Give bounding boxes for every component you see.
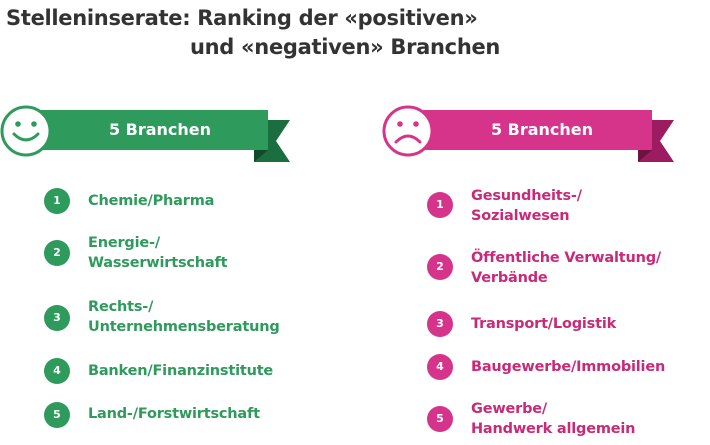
list-item-label: Transport/Logistik bbox=[471, 316, 617, 332]
list-item-label: Banken/Finanzinstitute bbox=[88, 363, 274, 379]
rank-badge: 5 bbox=[44, 402, 70, 428]
list-item-label: Energie-/ Wasserwirtschaft bbox=[88, 235, 228, 271]
rank-badge: 4 bbox=[44, 358, 70, 384]
negative-ribbon: 5 Branchen bbox=[380, 104, 676, 162]
list-item-label: Land-/Forstwirtschaft bbox=[88, 406, 260, 422]
smiley-happy-icon bbox=[12, 121, 40, 142]
negative-ribbon-label: 5 Branchen bbox=[490, 120, 594, 139]
list-item-label: Baugewerbe/Immobilien bbox=[471, 359, 666, 375]
list-item-label: Rechts-/ Unternehmensberatung bbox=[88, 299, 280, 335]
positive-ribbon: 5 Branchen bbox=[0, 104, 292, 162]
list-item-label: Gewerbe/ Handwerk allgemein bbox=[471, 401, 636, 437]
rank-badge: 4 bbox=[427, 354, 453, 380]
page-title: Stelleninserate: Ranking der «positiven»… bbox=[6, 4, 526, 62]
rank-badge: 2 bbox=[44, 240, 70, 266]
title-line-1: Stelleninserate: Ranking der «positiven» bbox=[6, 6, 478, 30]
positive-ribbon-label: 5 Branchen bbox=[108, 120, 212, 139]
rank-badge: 3 bbox=[44, 305, 70, 331]
list-item-label: Öffentliche Verwaltung/ Verbände bbox=[471, 250, 661, 286]
rank-badge: 2 bbox=[427, 254, 453, 280]
rank-badge: 1 bbox=[427, 192, 453, 218]
rank-badge: 3 bbox=[427, 311, 453, 337]
title-line-2: und «negativen» Branchen bbox=[190, 35, 501, 59]
rank-badge: 5 bbox=[427, 406, 453, 432]
smiley-sad-icon bbox=[394, 121, 422, 144]
list-item-label: Gesundheits-/ Sozialwesen bbox=[471, 188, 582, 224]
list-item-label: Chemie/Pharma bbox=[88, 193, 215, 209]
rank-badge: 1 bbox=[44, 188, 70, 214]
